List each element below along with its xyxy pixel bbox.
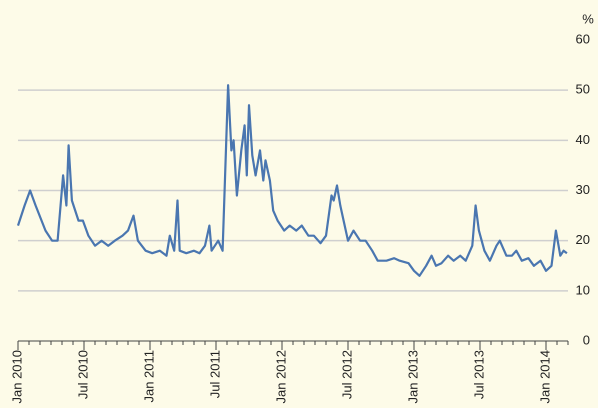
x-tick-label: Jul 2010	[75, 350, 90, 399]
y-unit: %	[582, 11, 594, 26]
x-tick-label: Jan 2013	[405, 350, 420, 404]
y-tick-label: 60	[576, 31, 590, 46]
y-tick-label: 0	[583, 332, 590, 347]
y-tick-label: 30	[576, 182, 590, 197]
series-line	[16, 84, 568, 277]
y-tick-label: 20	[576, 232, 590, 247]
y-tick-label: 10	[576, 282, 590, 297]
y-tick-label: 40	[576, 132, 590, 147]
x-tick-label: Jan 2010	[9, 350, 24, 404]
x-tick-label: Jul 2012	[339, 350, 354, 399]
x-tick-label: Jan 2014	[537, 350, 552, 404]
x-tick-label: Jan 2012	[273, 350, 288, 404]
x-tick-label: Jul 2013	[471, 350, 486, 399]
y-tick-label: 50	[576, 82, 590, 97]
x-tick-label: Jan 2011	[141, 350, 156, 403]
x-tick-label: Jul 2011	[207, 350, 222, 398]
